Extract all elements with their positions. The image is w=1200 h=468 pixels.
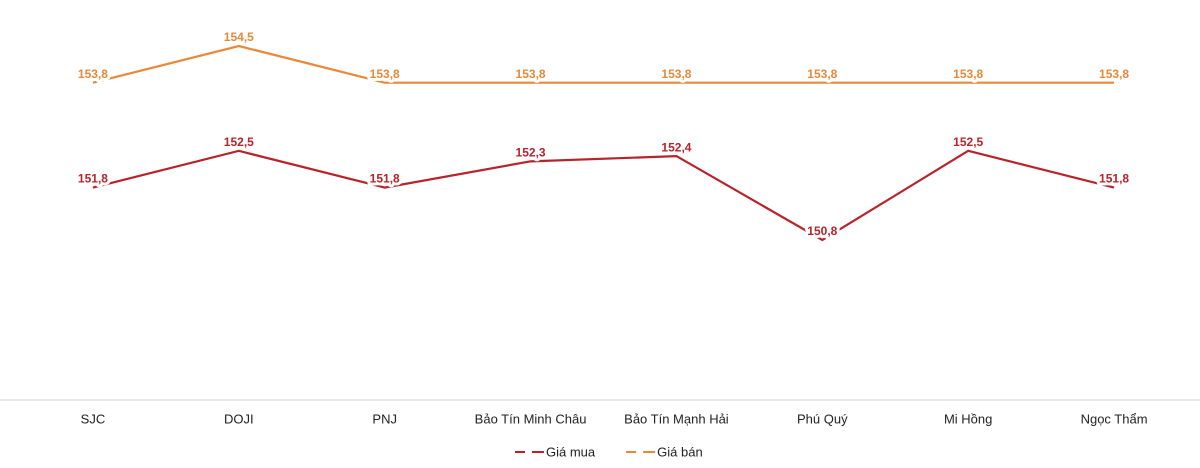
x-tick-label: DOJI xyxy=(224,411,254,426)
x-tick-label: Bảo Tín Minh Châu xyxy=(475,411,587,426)
legend-label: Giá bán xyxy=(657,444,703,459)
data-label: 154,5 xyxy=(224,30,254,44)
data-label: 153,8 xyxy=(370,67,400,81)
data-label: 153,8 xyxy=(953,67,983,81)
data-label: 152,5 xyxy=(224,135,254,149)
x-tick-label: PNJ xyxy=(372,411,397,426)
data-label: 152,3 xyxy=(516,146,546,160)
data-label: 152,4 xyxy=(661,140,691,154)
legend-label: Giá mua xyxy=(546,444,596,459)
series-line xyxy=(92,44,1115,84)
data-label: 153,8 xyxy=(1099,67,1129,81)
data-label: 151,8 xyxy=(78,172,108,186)
x-tick-label: SJC xyxy=(81,411,106,426)
data-label: 153,8 xyxy=(516,67,546,81)
data-label: 150,8 xyxy=(807,224,837,238)
x-tick-label: Ngọc Thẩm xyxy=(1081,411,1148,426)
x-tick-label: Bảo Tín Mạnh Hải xyxy=(624,411,729,426)
series-line xyxy=(92,149,1115,242)
data-label: 151,8 xyxy=(1099,172,1129,186)
legend: Giá mua Giá bán xyxy=(515,444,703,459)
data-label: 151,8 xyxy=(370,172,400,186)
data-label: 153,8 xyxy=(661,67,691,81)
data-label: 153,8 xyxy=(78,67,108,81)
data-label: 152,5 xyxy=(953,135,983,149)
data-label: 153,8 xyxy=(807,67,837,81)
x-tick-label: Phú Quý xyxy=(797,411,848,426)
x-tick-label: Mi Hồng xyxy=(944,411,992,426)
